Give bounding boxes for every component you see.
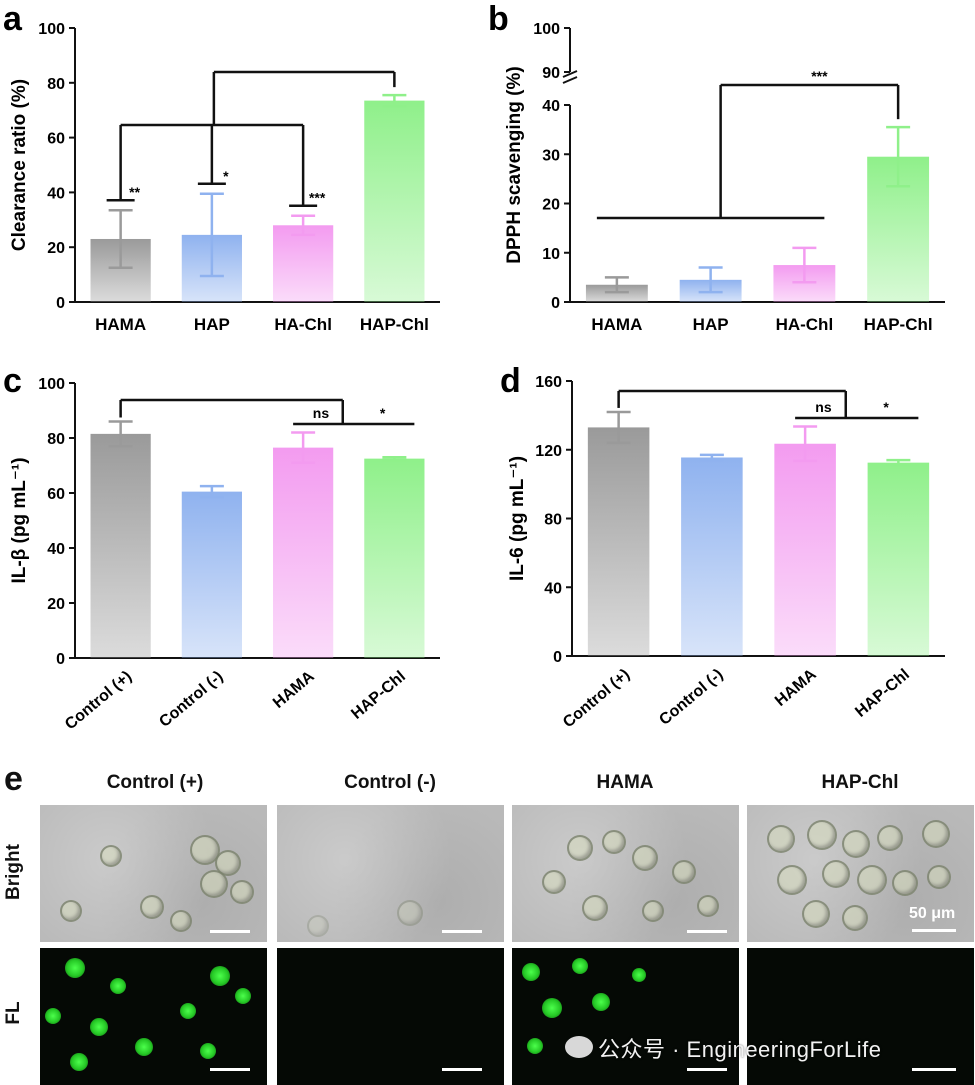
- axis-break-mark: [562, 76, 578, 84]
- micrograph-fl-control-plus: [40, 948, 267, 1085]
- y-axis-label: DPPH scavenging (%): [504, 66, 525, 263]
- watermark: 公众号 · EngineeringForLife: [598, 1037, 882, 1062]
- y-axis-label: IL-6 (pg mL⁻¹): [507, 456, 528, 581]
- x-tick-label: HAP-Chl: [360, 315, 429, 334]
- x-tick-label: HAP: [194, 315, 230, 334]
- scale-bar: [912, 929, 956, 932]
- y-tick-label: 60: [47, 131, 65, 148]
- significance-label: *: [223, 168, 229, 184]
- chart-a: a Clearance ratio (%) 0 20 40 60 80 100 HAMA HAP H…: [3, 0, 440, 334]
- y-tick-label: 20: [542, 197, 560, 214]
- x-tick-label: HA-Chl: [776, 315, 834, 334]
- bar-hama: [273, 447, 334, 658]
- bar-control-: [90, 433, 151, 658]
- scale-bar: [210, 1068, 250, 1071]
- panel-letter-e: e: [4, 760, 23, 798]
- column-header-control-plus: Control (+): [106, 772, 204, 793]
- y-tick-label: 20: [47, 240, 65, 257]
- bar-ha-chl: [273, 225, 334, 302]
- scale-bar: [442, 930, 482, 933]
- panel-letter-b: b: [488, 0, 509, 38]
- scale-bar: [687, 1068, 727, 1071]
- bar-hap-chl: [364, 458, 425, 658]
- scale-bar: [210, 930, 250, 933]
- scale-bar: [442, 1068, 482, 1071]
- y-tick-label: 40: [544, 580, 562, 597]
- panel-letter-d: d: [500, 362, 521, 400]
- x-tick-label: HAMA: [772, 666, 820, 710]
- x-tick-label: Control (+): [560, 666, 633, 731]
- significance-label: ns: [815, 399, 832, 415]
- panel-letter-c: c: [3, 362, 22, 400]
- scale-bar-label: 50 μm: [909, 905, 956, 922]
- bar-control-: [681, 457, 743, 656]
- wechat-icon: [565, 1036, 593, 1058]
- bar-control-: [181, 491, 242, 658]
- x-tick-label: HA-Chl: [274, 315, 332, 334]
- x-tick-label: HAP-Chl: [852, 666, 913, 721]
- y-axis-label: IL-β (pg mL⁻¹): [9, 457, 30, 583]
- column-header-hama: HAMA: [596, 772, 654, 793]
- column-header-hap-chl: HAP-Chl: [821, 772, 899, 793]
- column-header-control-minus: Control (-): [344, 772, 436, 793]
- y-tick-label: 80: [544, 512, 562, 529]
- significance-label: **: [129, 184, 140, 200]
- micrograph-bright-hama: [512, 805, 739, 942]
- y-tick-label: 90: [542, 65, 560, 82]
- x-tick-label: HAMA: [591, 315, 642, 334]
- x-tick-label: Control (-): [656, 666, 726, 729]
- x-tick-label: HAP: [693, 315, 729, 334]
- x-tick-label: HAP-Chl: [348, 668, 409, 723]
- y-tick-label: 60: [47, 486, 65, 503]
- y-axis-label: Clearance ratio (%): [9, 79, 30, 251]
- y-tick-label: 40: [47, 541, 65, 558]
- y-tick-label: 100: [38, 376, 65, 393]
- axis-break-mark: [562, 70, 578, 78]
- y-tick-label: 80: [47, 431, 65, 448]
- micrograph-bright-control-minus: [277, 805, 504, 942]
- y-tick-label: 0: [553, 649, 562, 666]
- micrograph-bright-hap-chl: 50 μm: [747, 805, 974, 942]
- chart-b: b DPPH scavenging (%) 90 100 0 10 20 30 40 HAMA HA…: [488, 0, 945, 334]
- x-tick-label: HAP-Chl: [864, 315, 933, 334]
- chart-d: d IL-6 (pg mL⁻¹) 0 40 80 120 160 Control (+) Con…: [500, 362, 945, 731]
- y-tick-label: 40: [47, 185, 65, 202]
- y-tick-label: 80: [47, 76, 65, 93]
- y-tick-label: 100: [38, 21, 65, 38]
- bar-hap-chl: [867, 462, 930, 656]
- significance-label: ***: [811, 68, 828, 84]
- y-tick-label: 20: [47, 596, 65, 613]
- bar-hama: [774, 443, 836, 656]
- significance-label: ***: [309, 190, 326, 206]
- x-tick-label: Control (-): [156, 668, 226, 731]
- y-tick-label: 100: [533, 21, 560, 38]
- y-tick-label: 40: [542, 98, 560, 115]
- row-header-bright: Bright: [3, 844, 24, 900]
- micrograph-fl-control-minus: [277, 948, 504, 1085]
- y-tick-label: 0: [56, 651, 65, 668]
- bar-control-: [587, 427, 650, 656]
- scale-bar: [912, 1068, 956, 1071]
- scale-bar: [687, 930, 727, 933]
- micrograph-fl-hap-chl: [747, 948, 974, 1085]
- y-tick-label: 10: [542, 246, 560, 263]
- chart-c: c IL-β (pg mL⁻¹) 0 20 40 60 80 100 Control (+) Co…: [3, 362, 440, 733]
- significance-label: ns: [313, 405, 330, 421]
- bar-hap-chl: [364, 100, 425, 302]
- y-tick-label: 160: [535, 374, 562, 391]
- y-tick-label: 0: [551, 295, 560, 312]
- micrograph-fl-hama: [512, 948, 739, 1085]
- y-tick-label: 0: [56, 295, 65, 312]
- significance-label: *: [883, 399, 889, 415]
- y-tick-label: 30: [542, 147, 560, 164]
- y-tick-label: 120: [535, 443, 562, 460]
- panel-letter-a: a: [3, 0, 23, 38]
- x-tick-label: Control (+): [62, 668, 135, 733]
- micrograph-bright-control-plus: [40, 805, 267, 942]
- x-tick-label: HAMA: [95, 315, 146, 334]
- x-tick-label: HAMA: [270, 668, 318, 712]
- row-header-fl: FL: [3, 1001, 24, 1025]
- significance-label: *: [380, 405, 386, 421]
